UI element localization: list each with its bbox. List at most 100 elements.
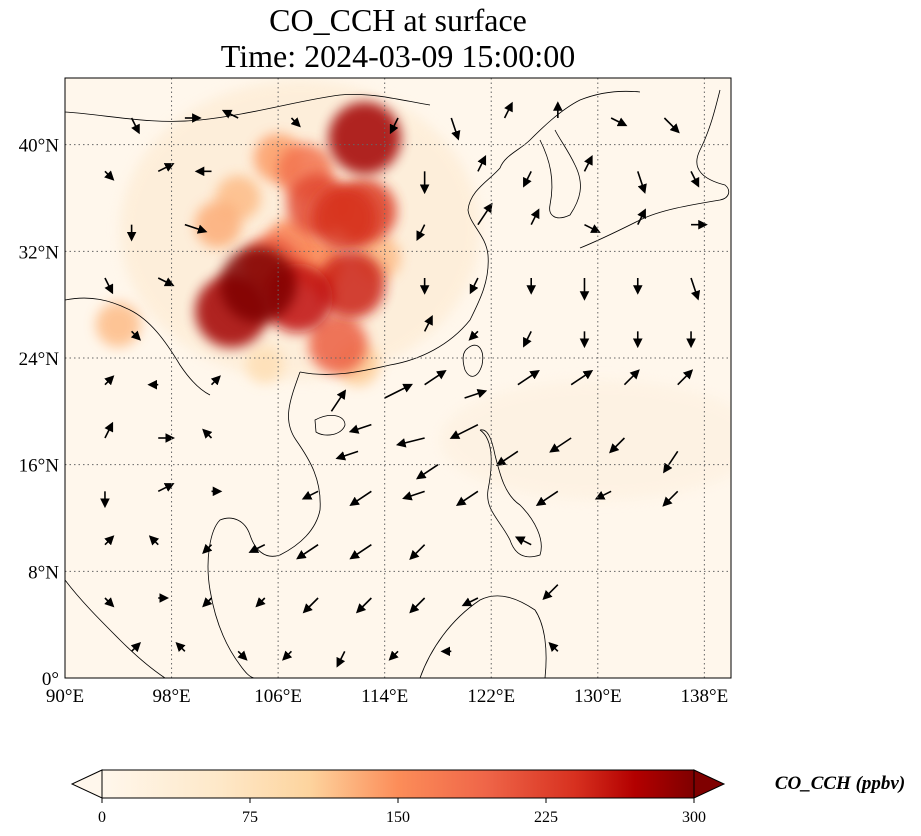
wind-arrow <box>583 155 593 172</box>
axis-tick-labels: 90°E 98°E 106°E 114°E 122°E 130°E 138°E 0° 8°N 16… <box>19 136 729 707</box>
wind-arrow <box>349 490 372 506</box>
wind-arrow <box>637 208 646 226</box>
wind-arrow <box>523 170 532 188</box>
wind-arrow <box>210 375 221 386</box>
haze-region <box>440 380 731 500</box>
wind-arrow <box>248 543 266 553</box>
wind-arrow <box>455 490 479 506</box>
wind-arrow <box>477 202 493 226</box>
latitude-tick-label: 16°N <box>19 456 60 477</box>
wind-arrow <box>355 597 372 614</box>
wind-arrow <box>416 224 426 241</box>
coastline-taiwan <box>462 344 484 377</box>
wind-vector-layer <box>100 101 708 668</box>
wind-arrow <box>130 117 140 135</box>
wind-arrow <box>535 490 559 506</box>
border-india <box>65 297 211 396</box>
longitude-tick-label: 122°E <box>467 686 515 707</box>
wind-arrow <box>523 330 532 348</box>
wind-arrow <box>423 315 433 332</box>
wind-arrow <box>610 117 628 127</box>
latitude-tick-label: 8°N <box>28 562 59 583</box>
wind-arrow <box>221 109 239 119</box>
colorbar-extend-max <box>693 769 726 799</box>
wind-arrow <box>542 584 559 601</box>
concentration-patch <box>311 185 378 251</box>
wind-arrow <box>549 437 572 453</box>
longitude-tick-label: 138°E <box>681 686 729 707</box>
coastline-japan <box>579 89 730 249</box>
wind-arrow <box>157 277 175 287</box>
wind-arrow <box>548 641 559 653</box>
wind-arrow <box>175 641 186 653</box>
wind-arrow <box>637 171 647 194</box>
wind-arrow <box>663 117 680 134</box>
colorbar-tick-label: 300 <box>682 809 706 826</box>
wind-arrow <box>584 223 601 233</box>
wind-arrow <box>449 423 479 439</box>
wind-arrow <box>104 535 115 546</box>
wind-arrow <box>148 535 160 546</box>
wind-arrow <box>349 544 372 560</box>
graticule <box>65 78 731 678</box>
wind-arrow <box>461 597 479 607</box>
wind-arrow <box>469 277 479 295</box>
wind-arrow <box>202 428 213 439</box>
wind-arrow <box>130 330 141 341</box>
wind-arrow <box>335 450 359 461</box>
wind-arrow <box>409 597 426 614</box>
coastline-philippines <box>479 429 542 558</box>
border-mongolia <box>65 94 431 122</box>
wind-arrow <box>477 155 487 172</box>
concentration-patch <box>317 250 386 319</box>
colorbar-tick-label: 75 <box>242 809 258 826</box>
longitude-tick-label: 98°E <box>152 686 190 707</box>
wind-arrow <box>255 597 266 608</box>
wind-arrow <box>450 117 461 141</box>
longitude-tick-label: 106°E <box>254 686 302 707</box>
wind-arrow <box>514 536 532 546</box>
wind-arrow <box>157 483 175 493</box>
wind-arrow <box>184 223 208 234</box>
colorbar-ticks: 0 75 150 225 300 <box>98 798 706 826</box>
latitude-tick-label: 24°N <box>19 349 60 370</box>
wind-arrow <box>424 370 447 386</box>
coastline-korea <box>539 129 581 219</box>
concentration-patch <box>194 201 242 248</box>
wind-arrow <box>594 490 612 500</box>
wind-arrow <box>609 437 626 454</box>
chart-title-line: CO_CCH at surface <box>269 2 527 38</box>
wind-arrow <box>336 650 346 668</box>
wind-arrow <box>104 421 114 439</box>
colorbar-tick-label: 0 <box>98 809 106 826</box>
colorbar-tick-label: 225 <box>534 809 558 826</box>
coastline-sumatra <box>65 579 166 678</box>
latitude-tick-label: 40°N <box>19 136 60 157</box>
concentration-patch <box>95 302 141 348</box>
wind-arrow <box>330 389 347 412</box>
wind-arrow <box>570 370 594 386</box>
wind-arrow <box>395 437 425 448</box>
longitude-tick-label: 130°E <box>574 686 622 707</box>
concentration-patch <box>220 246 297 323</box>
map-frame <box>64 77 732 679</box>
wind-arrow <box>202 543 213 555</box>
wind-arrow <box>623 369 640 386</box>
wind-arrow <box>237 650 248 661</box>
wind-arrow <box>301 490 319 500</box>
wind-arrow <box>104 277 114 295</box>
wind-arrow <box>104 170 115 181</box>
wind-arrow <box>282 650 293 661</box>
wind-arrow <box>495 450 519 466</box>
latitude-tick-label: 0° <box>42 669 59 690</box>
chart-title: CO_CCH at surface Time: 2024-03-09 15:00… <box>0 2 796 74</box>
concentration-patch <box>308 315 368 374</box>
wind-arrow <box>690 170 700 188</box>
wind-arrow <box>468 330 479 341</box>
wind-arrow <box>104 597 115 608</box>
wind-arrow <box>348 423 372 434</box>
wind-arrow <box>388 650 399 661</box>
concentration-patch <box>245 345 284 384</box>
